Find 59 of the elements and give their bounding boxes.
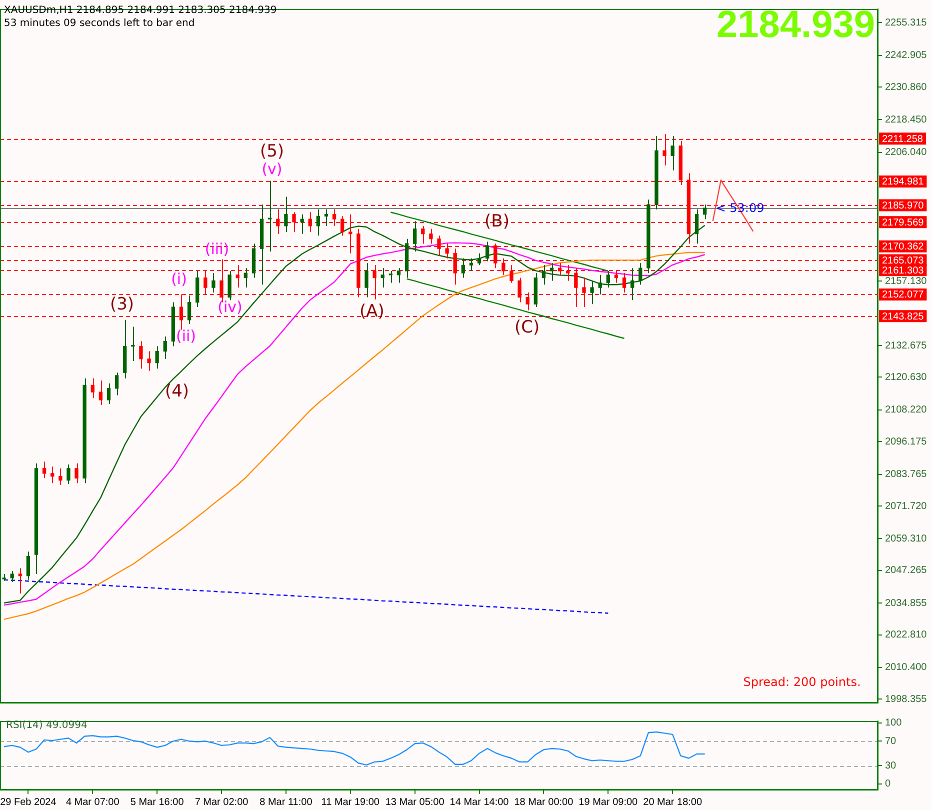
candlestick [2,573,6,582]
x-tick-label: 7 Mar 02:00 [194,796,249,808]
y-tick-label: 2242.905 [885,50,928,62]
y-tick-label: 2255.315 [885,17,928,28]
y-tick-label: 2071.720 [885,500,928,512]
ref-line-label: 2152.077 [882,290,924,301]
y-tick-label: 2230.860 [885,82,928,93]
x-tick-label: 13 Mar 05:00 [385,796,445,808]
x-tick-label: 11 Mar 19:00 [321,796,380,808]
ref-line-label: 2179.569 [882,217,924,228]
x-tick-label: 4 Mar 07:00 [66,796,120,808]
x-tick-label: 20 Mar 18:00 [643,796,702,808]
y-tick-label: 2010.400 [885,662,928,674]
y-tick-label: 2083.765 [885,469,928,480]
x-tick-label: 18 Mar 00:00 [514,796,574,808]
x-tick-label: 5 Mar 16:00 [130,796,184,808]
y-tick-label: 30 [885,760,897,772]
y-tick-label: 2206.040 [885,147,928,158]
annotation: (B) [484,211,510,232]
line-series [3,579,609,614]
x-tick-label: 14 Mar 14:00 [450,796,510,808]
y-tick-label: 2022.810 [885,630,928,641]
y-tick-label: 2120.630 [885,372,928,383]
annotation: (iv) [218,298,242,316]
y-tick-label: 2218.450 [885,114,928,126]
annotation: (4) [164,381,190,402]
y-tick-label: 2034.855 [885,598,928,609]
annotation: Spread: 200 points. [743,675,861,690]
annotation: (iii) [204,240,230,258]
ref-line-label: 2194.981 [882,176,924,188]
annotation: (v) [262,160,282,178]
y-tick-label: 2047.265 [885,565,928,576]
y-tick-label: 100 [885,718,902,729]
annotation: (5) [260,141,284,162]
ref-line-label: 2185.970 [882,200,924,212]
annotation: (ii) [176,326,196,345]
y-tick-label: 2157.130 [885,276,928,287]
y-tick-label: 1998.355 [885,694,928,705]
y-tick-label: 2096.175 [885,436,928,448]
y-tick-label: 2132.675 [885,340,928,352]
y-tick-label: 2108.220 [885,404,928,416]
x-tick-label: 29 Feb 2024 [0,796,57,808]
ref-line-label: 2143.825 [882,311,924,322]
annotation: (3) [110,294,134,314]
chart-title: RSI(14) 49.0994 [6,720,88,731]
annotation: (C) [514,317,540,338]
ref-line-label: 2161.303 [882,265,924,276]
ref-line-label: 2170.362 [882,242,924,253]
y-tick-label: 2059.310 [885,533,928,544]
ref-line-label: 2211.258 [882,134,924,145]
ref-line-label: 2165.073 [882,255,924,266]
text: 53 minutes 09 seconds left to bar end [4,18,195,29]
x-tick-label: 19 Mar 09:00 [578,796,638,808]
x-tick-label: 8 Mar 11:00 [260,796,313,808]
y-tick-label: 0 [885,778,891,790]
annotation: (i) [171,270,187,288]
annotation: 2184.939 [716,4,875,47]
annotation: (A) [360,301,384,322]
y-tick-label: 70 [885,736,897,747]
